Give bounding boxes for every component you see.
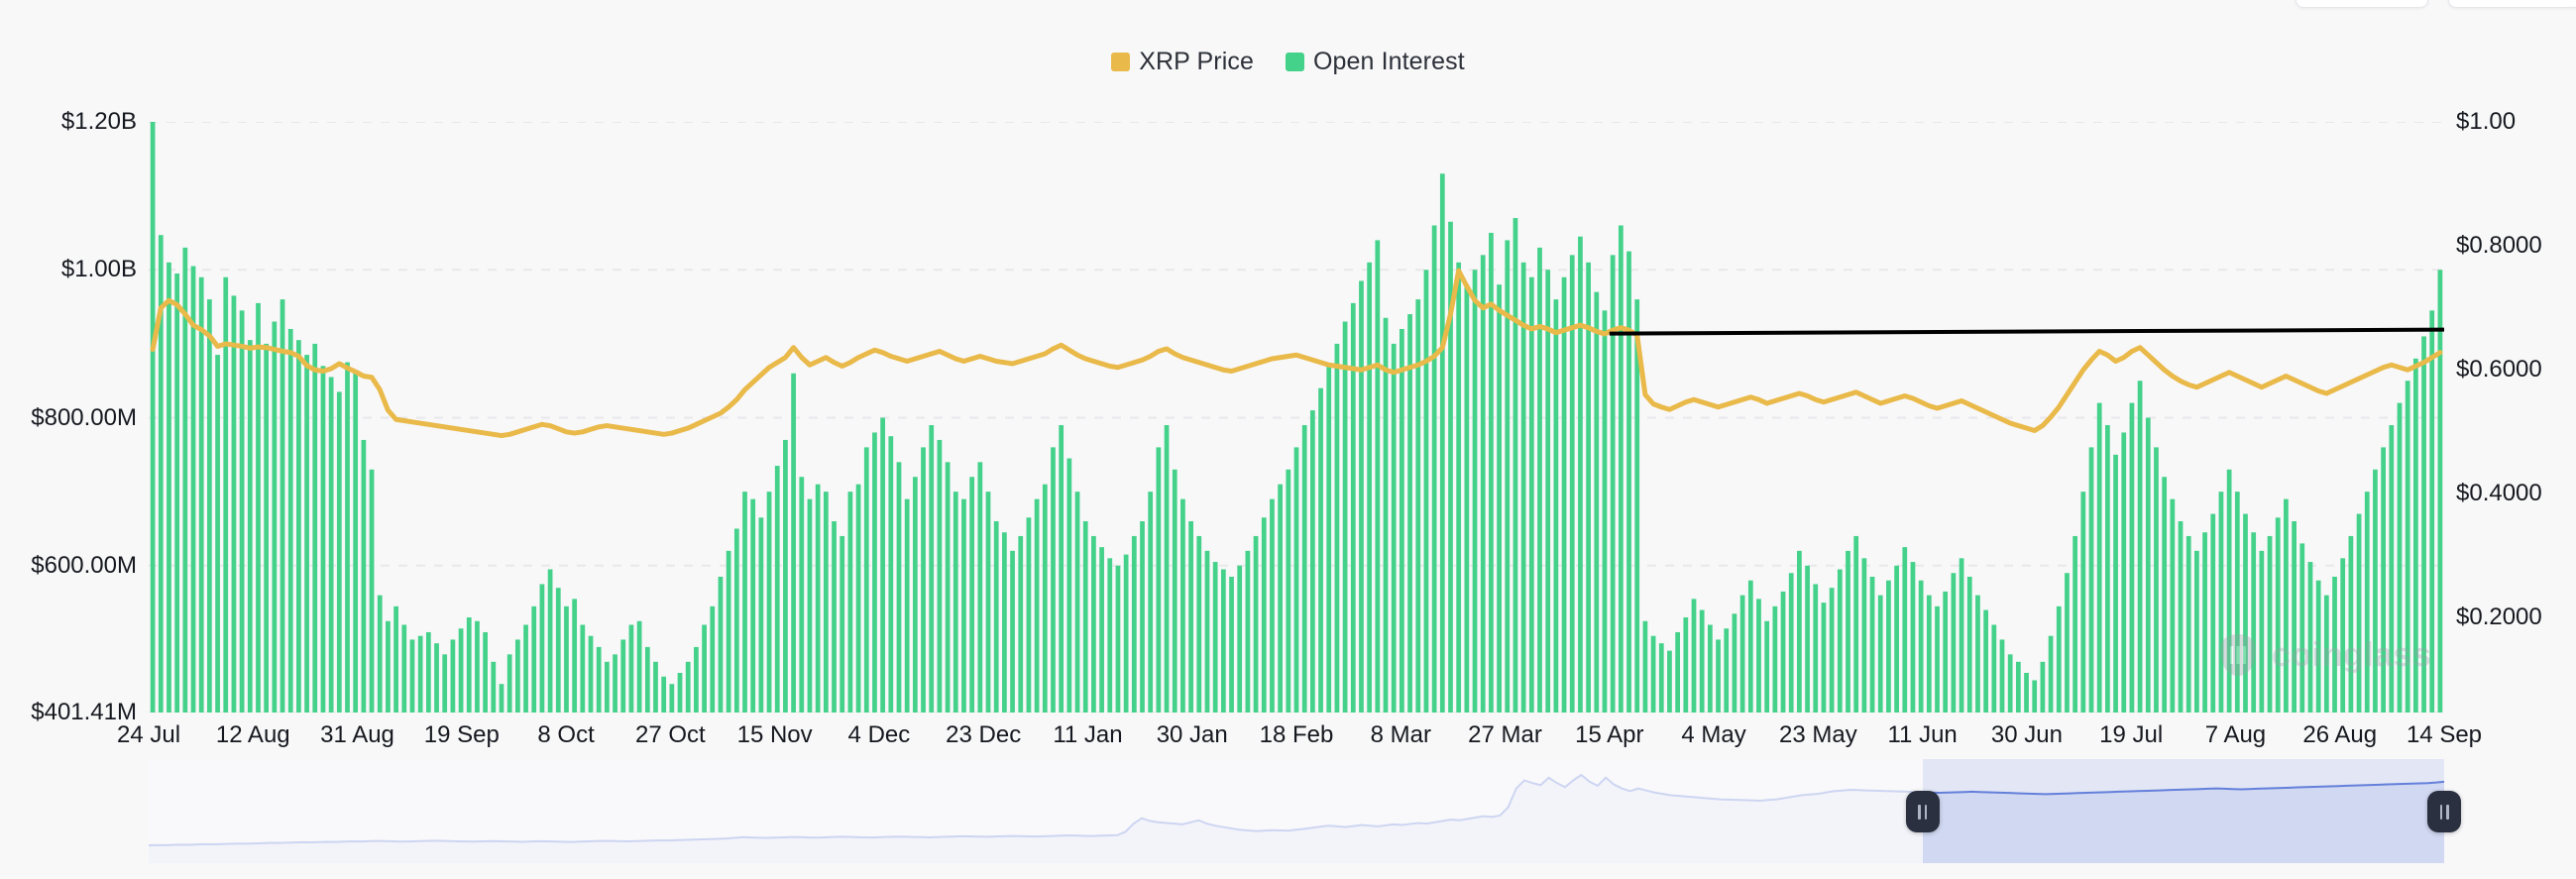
chart-legend: XRP Price Open Interest [0, 48, 2576, 76]
square-swatch-icon [1285, 53, 1304, 71]
chart-plot-area[interactable] [149, 122, 2444, 713]
square-swatch-icon [1111, 53, 1131, 71]
x-axis-tick: 11 Jan [1053, 721, 1123, 748]
legend-label-xrp-price: XRP Price [1139, 48, 1254, 75]
y-axis-left-tick: $600.00M [31, 551, 137, 579]
x-axis-tick: 24 Jul [116, 721, 181, 748]
drag-handle-icon [1924, 804, 1928, 820]
y-axis-right-tick: $0.8000 [2456, 232, 2542, 260]
x-axis-tick: 19 Jul [2099, 721, 2164, 748]
y-axis-left-tick: $1.00B [60, 256, 137, 283]
navigator-handle-right[interactable] [2427, 791, 2461, 832]
y-axis-right-tick: $0.4000 [2456, 480, 2542, 507]
y-axis-right-tick: $0.2000 [2456, 604, 2542, 631]
x-axis-tick: 4 Dec [847, 721, 911, 748]
y-axis-right-tick: $1.00 [2456, 108, 2517, 135]
x-axis-tick: 18 Feb [1259, 721, 1334, 748]
drag-handle-icon [2446, 804, 2449, 820]
x-axis-tick: 7 Aug [2204, 721, 2267, 748]
range-navigator[interactable] [149, 759, 2461, 863]
x-axis-tick: 30 Jan [1156, 721, 1228, 748]
drag-handle-icon [1918, 804, 1921, 820]
y-axis-left-tick: $1.20B [60, 108, 137, 135]
legend-item-xrp-price[interactable]: XRP Price [1111, 48, 1254, 76]
toolbar-chip-right[interactable] [2448, 0, 2576, 8]
x-axis-tick: 8 Oct [537, 721, 595, 748]
x-axis-tick: 23 May [1779, 721, 1857, 748]
navigator-canvas [149, 773, 2444, 863]
y-axis-left: $401.41M $600.00M $800.00M $1.00B $1.20B [0, 110, 137, 724]
y-axis-left-tick: $800.00M [31, 403, 137, 431]
drag-handle-icon [2439, 804, 2442, 820]
legend-label-open-interest: Open Interest [1312, 48, 1465, 75]
x-axis-tick: 30 Jun [1990, 721, 2063, 748]
chart-canvas [149, 122, 2444, 713]
x-axis-tick: 27 Mar [1468, 721, 1542, 748]
legend-item-open-interest[interactable]: Open Interest [1285, 48, 1465, 76]
x-axis-tick: 15 Nov [736, 721, 813, 748]
x-axis-tick: 4 May [1681, 721, 1746, 748]
y-axis-right: $0.2000 $0.4000 $0.6000 $0.8000 $1.00 [2456, 110, 2576, 713]
x-axis-tick: 26 Aug [2302, 721, 2378, 748]
x-axis-tick: 12 Aug [215, 721, 290, 748]
y-axis-left-tick: $401.41M [31, 699, 137, 725]
x-axis: 24 Jul 12 Aug 31 Aug 19 Sep 8 Oct 27 Oct 15 No… [117, 721, 2482, 757]
x-axis-tick: 14 Sep [2406, 721, 2483, 748]
toolbar-chip-left[interactable] [2296, 0, 2428, 8]
navigator-handle-left[interactable] [1905, 791, 1940, 832]
y-axis-right-tick: $0.6000 [2456, 356, 2542, 384]
x-axis-tick: 31 Aug [320, 721, 394, 748]
x-axis-tick: 8 Mar [1370, 721, 1431, 748]
x-axis-tick: 15 Apr [1575, 721, 1644, 748]
x-axis-tick: 27 Oct [635, 721, 706, 748]
x-axis-tick: 11 Jun [1887, 721, 1958, 748]
x-axis-tick: 19 Sep [423, 721, 500, 748]
x-axis-tick: 23 Dec [946, 721, 1022, 748]
